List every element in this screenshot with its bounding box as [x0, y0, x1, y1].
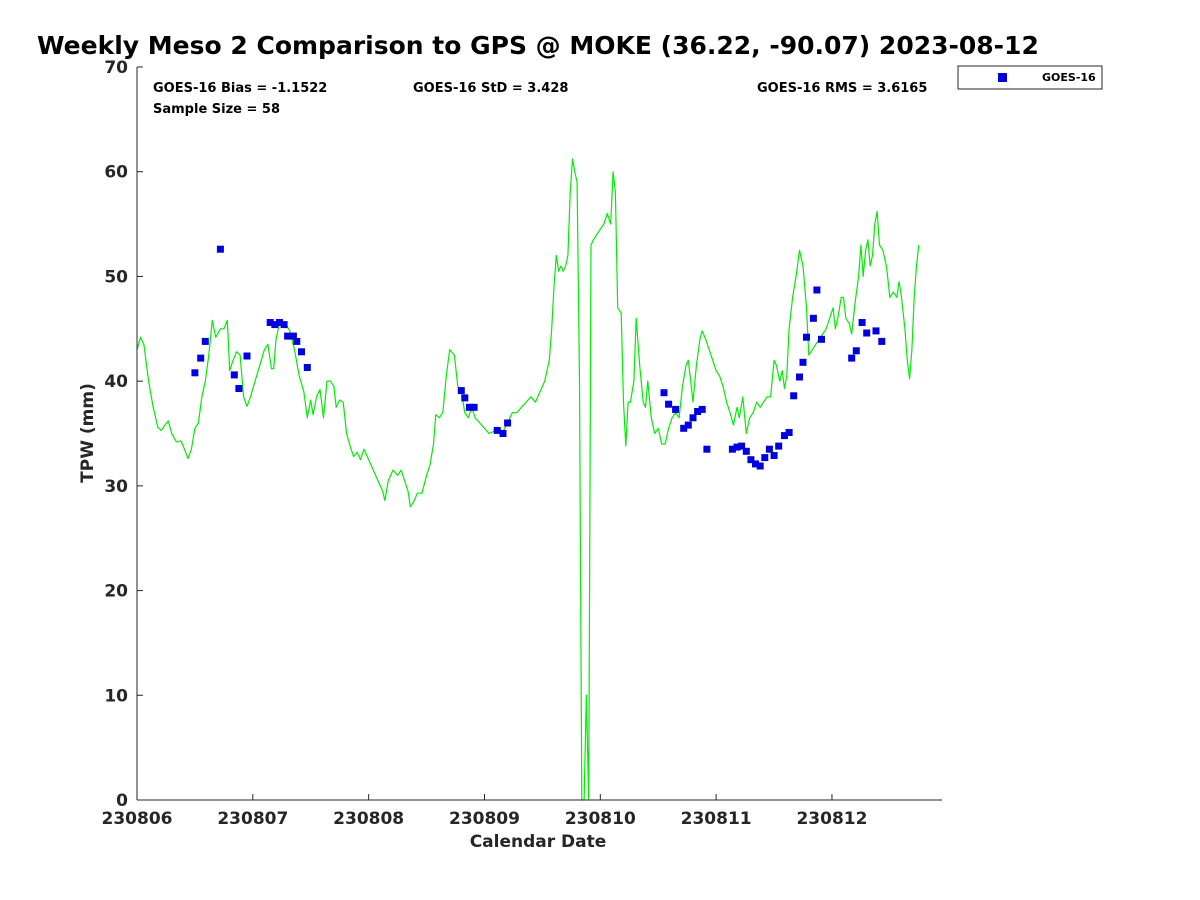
- goes16-point: [775, 442, 783, 450]
- bias-stat: GOES-16 Bias = -1.1522: [153, 81, 327, 96]
- goes16-point: [457, 387, 465, 395]
- goes16-point: [504, 419, 512, 427]
- y-tick-label: 40: [104, 372, 128, 392]
- goes16-point: [694, 408, 702, 415]
- plot-area: 0 10 20 30 40 50 60 70 230806 230807 230808 230809…: [102, 58, 942, 829]
- goes16-point: [738, 442, 746, 450]
- sample-size-stat: Sample Size = 58: [153, 102, 280, 117]
- goes16-point: [818, 335, 825, 343]
- y-tick-label: 50: [104, 267, 128, 287]
- x-tick-label: 230812: [796, 809, 867, 829]
- goes16-point: [872, 327, 880, 335]
- x-tick-label: 230811: [681, 809, 752, 829]
- x-tick-label: 230808: [333, 809, 404, 829]
- goes16-point: [493, 426, 501, 434]
- goes16-point: [271, 321, 279, 329]
- goes16-point: [770, 452, 778, 459]
- goes16-point: [689, 414, 697, 422]
- goes16-point: [293, 337, 301, 345]
- goes16-point: [276, 319, 283, 326]
- goes16-point: [303, 364, 311, 371]
- goes16-point: [703, 445, 711, 453]
- goes16-point: [809, 314, 817, 322]
- x-ticks: 230806 230807 230808 230809 230810 230811 2308…: [102, 794, 867, 829]
- goes16-point: [243, 352, 251, 360]
- goes16-point: [796, 373, 803, 381]
- goes16-series-layer: [191, 245, 886, 470]
- goes16-point: [197, 354, 205, 362]
- goes16-point: [280, 321, 288, 329]
- legend-box: [957, 65, 1103, 90]
- goes16-point: [803, 333, 810, 341]
- y-axis-label: TPW (mm): [78, 383, 98, 483]
- goes16-point: [728, 445, 736, 453]
- y-tick-label: 60: [104, 163, 128, 183]
- legend-marker-goes16: [998, 73, 1007, 82]
- goes16-point: [785, 429, 793, 436]
- goes16-point: [465, 403, 473, 411]
- goes16-point: [747, 456, 755, 464]
- goes16-point: [660, 389, 668, 397]
- goes16-point: [790, 392, 798, 400]
- goes16-point: [266, 319, 274, 326]
- goes16-point: [201, 337, 209, 345]
- x-axis-label: Calendar Date: [470, 832, 607, 852]
- goes16-point: [752, 460, 759, 468]
- y-tick-label: 70: [104, 58, 128, 78]
- legend-label-goes16: GOES-16: [1042, 71, 1096, 84]
- goes16-point: [698, 405, 706, 413]
- goes16-point: [742, 447, 750, 455]
- goes16-point: [684, 421, 692, 429]
- std-stat: GOES-16 StD = 3.428: [413, 81, 568, 96]
- goes16-point: [813, 286, 821, 294]
- goes16-point: [765, 445, 773, 453]
- goes16-point: [191, 369, 199, 377]
- goes16-point: [461, 394, 469, 402]
- legend: GOES-16: [957, 65, 1103, 90]
- x-tick-label: 230806: [102, 809, 173, 829]
- x-tick-label: 230810: [565, 809, 636, 829]
- rms-stat: GOES-16 RMS = 3.6165: [757, 81, 927, 96]
- goes16-point: [852, 347, 860, 355]
- x-tick-label: 230809: [449, 809, 520, 829]
- goes16-point: [470, 403, 478, 411]
- goes16-point: [863, 329, 871, 337]
- goes16-point: [756, 462, 764, 470]
- goes16-point: [761, 454, 769, 462]
- axes-background: [137, 67, 942, 800]
- goes16-point: [216, 245, 224, 253]
- chart-title: Weekly Meso 2 Comparison to GPS @ MOKE (…: [37, 31, 1039, 60]
- goes16-point: [878, 337, 886, 345]
- goes16-point: [230, 371, 238, 379]
- y-ticks: 0 10 20 30 40 50 60 70: [104, 58, 143, 811]
- goes16-point: [665, 400, 673, 408]
- x-tick-label: 230807: [217, 809, 288, 829]
- goes16-point: [848, 354, 856, 362]
- goes16-point: [298, 348, 305, 356]
- goes16-point: [499, 430, 507, 437]
- goes16-point: [284, 332, 292, 340]
- goes16-point: [680, 424, 688, 432]
- y-tick-label: 20: [104, 582, 128, 602]
- goes16-point: [289, 332, 297, 340]
- goes16-point: [672, 405, 680, 413]
- goes16-point: [799, 358, 807, 366]
- y-tick-label: 30: [104, 477, 128, 497]
- goes16-point: [781, 432, 788, 440]
- y-tick-label: 0: [116, 791, 128, 811]
- goes16-point: [858, 319, 866, 326]
- goes16-point: [235, 385, 243, 392]
- y-tick-label: 10: [104, 686, 128, 706]
- goes16-point: [733, 443, 741, 451]
